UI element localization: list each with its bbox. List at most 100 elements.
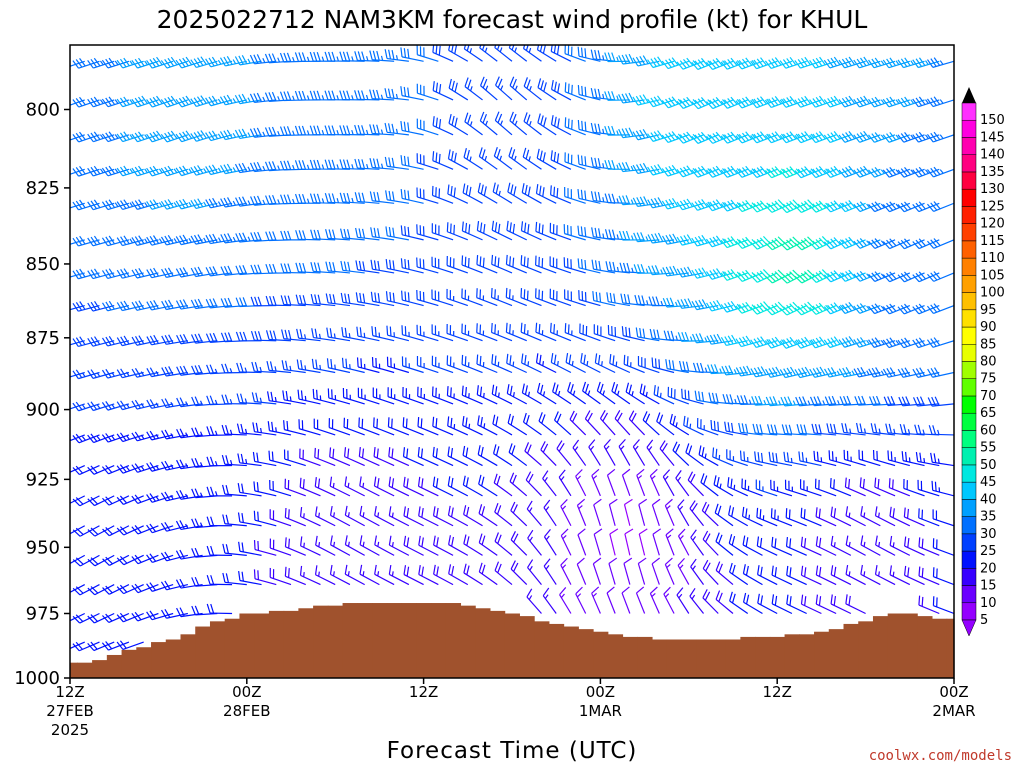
terrain-bar [828,629,845,678]
wind-barb [343,447,365,467]
wind-barb [222,572,247,586]
wind-barb [874,477,896,497]
terrain-bar [386,603,403,678]
wind-barb [70,495,86,504]
wind-barb [175,234,203,246]
wind-barb [146,367,174,378]
wind-barb [720,57,748,70]
wind-barb [576,557,587,585]
wind-barb [131,57,159,69]
wind-barb [299,477,321,497]
colorbar-label: 25 [980,544,997,559]
wind-barb [101,199,130,211]
colorbar-label: 110 [980,251,1005,266]
colorbar-label: 120 [980,217,1005,232]
wind-barb [897,96,925,108]
wind-barb [160,551,189,562]
wind-barb [647,265,675,276]
wind-barb [672,441,690,467]
wind-barb [591,586,601,614]
wind-barb [912,303,940,315]
wind-barb [859,477,881,497]
wind-barb [313,418,336,436]
wind-barb [845,594,866,615]
wind-barb [526,588,542,614]
wind-barb [632,162,660,175]
wind-barb [506,353,527,374]
wind-barb [624,528,634,556]
wind-barb [369,89,395,101]
wind-barb [584,410,601,436]
wind-barb [794,56,822,69]
colorbar-label: 50 [980,458,997,473]
terrain-bar [121,649,137,678]
wind-barb [604,91,630,101]
wind-barb [549,222,572,241]
wind-barb [70,372,71,374]
x-tick-label: 00Z [586,683,615,701]
wind-barb [609,353,631,374]
colorbar-swatch [961,378,977,397]
wind-barb [578,290,601,307]
wind-barb [371,357,395,374]
terrain-bar [637,636,653,678]
wind-barb [299,565,321,586]
wind-barb [868,132,896,143]
wind-barb [72,584,100,596]
wind-barb [417,386,439,405]
wind-barb [606,292,630,307]
wind-barb [632,439,646,466]
wind-barb [384,49,409,62]
wind-barb [579,323,601,342]
wind-barb [146,95,174,108]
wind-barb [206,516,233,527]
wind-barb [101,433,130,443]
terrain-bar [681,639,697,678]
wind-barb [447,505,469,527]
wind-barb [219,129,247,141]
wind-barb [463,148,483,170]
wind-barb [623,557,633,585]
terrain-bar [460,605,476,678]
wind-barb [535,322,557,342]
wind-barb [903,478,925,497]
wind-barb [131,95,159,108]
wind-barb [505,254,527,274]
wind-barb [830,506,852,527]
wind-barb [87,165,115,177]
wind-barb [664,557,675,585]
wind-barb [494,561,513,586]
x-tick-label: 2MAR [932,702,975,720]
wind-barb [572,439,587,466]
wind-barb [676,165,704,178]
wind-barb [868,201,896,213]
wind-barb [843,449,866,467]
wind-barb [853,366,881,378]
y-tick-label: 1000 [14,668,60,689]
terrain-bar [254,613,270,678]
wind-barb [433,564,454,586]
wind-barb [689,500,705,527]
wind-barb [795,396,822,407]
wind-barb [206,603,233,615]
wind-barb [401,290,424,307]
wind-barb [101,57,130,69]
wind-barb [618,92,645,104]
wind-barb [370,259,395,274]
wind-barb [116,525,144,536]
wind-barb [771,536,793,556]
wind-barb [509,472,528,497]
wind-barb [558,469,572,497]
wind-barb [341,357,365,374]
wind-barb [510,531,528,556]
wind-barb [146,523,174,534]
wind-barb [116,554,144,566]
wind-barb [355,227,380,241]
wind-barb [70,612,85,622]
wind-barb [853,337,881,348]
wind-barb [653,385,675,405]
wind-barb [927,367,954,378]
wind-barb [329,476,351,497]
wind-barb [868,166,896,178]
wind-barb [131,494,159,505]
